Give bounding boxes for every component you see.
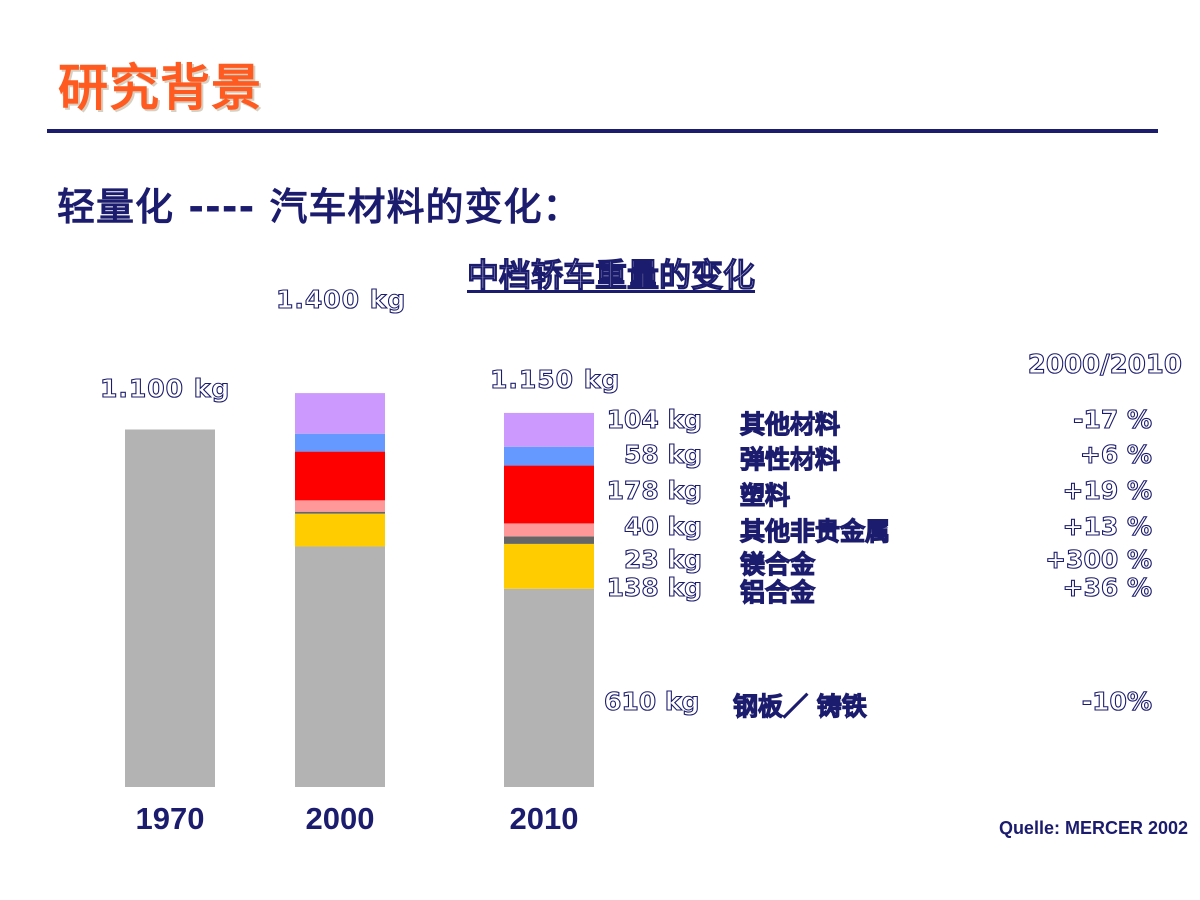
- bar-segment-others-2010: [504, 412, 594, 447]
- change-label-magnesium: +300 %: [1045, 544, 1153, 574]
- kg-label-plastics: 178 kg: [606, 475, 703, 505]
- chart-title: 中档轿车重量的变化: [466, 255, 756, 294]
- kg-label-elastomers: 58 kg: [623, 439, 702, 469]
- total-label-2000: 1.400 kg: [275, 284, 407, 314]
- material-label-elastomers: 弹性材料: [739, 444, 841, 474]
- bar-segment-aluminium-2010: [504, 543, 594, 589]
- bar-segment-steel-1970: [125, 429, 215, 787]
- change-label-elastomers: +6 %: [1079, 439, 1152, 469]
- material-label-magnesium: 镁合金: [739, 549, 816, 579]
- source-note: Quelle: MERCER 2002: [998, 818, 1188, 838]
- bar-segment-elastomers-2010: [504, 446, 594, 466]
- material-label-others: 其他材料: [739, 409, 841, 439]
- material-label-plastics: 塑料: [739, 480, 791, 510]
- x-tick-2010: 2010: [509, 801, 579, 836]
- bar-segment-magnesium-2000: [295, 511, 385, 514]
- title-divider: [47, 129, 1158, 133]
- kg-label-aluminium: 138 kg: [606, 572, 703, 602]
- kg-label-magnesium: 23 kg: [623, 544, 702, 574]
- bar-segment-steel-2010: [504, 588, 594, 787]
- page-title: 研究背景: [58, 59, 262, 117]
- bar-segment-nonferrous-2000: [295, 500, 385, 512]
- page-subtitle: 轻量化 ---- 汽车材料的变化：: [57, 185, 582, 229]
- total-label-1970: 1.100 kg: [99, 373, 231, 403]
- kg-label-nonferrous: 40 kg: [623, 511, 702, 541]
- bar-segment-others-2000: [295, 393, 385, 434]
- change-label-steel: -10%: [1081, 686, 1152, 716]
- kg-label-others: 104 kg: [606, 404, 703, 434]
- bar-segment-aluminium-2000: [295, 513, 385, 547]
- bar-segment-plastics-2010: [504, 465, 594, 524]
- change-label-aluminium: +36 %: [1062, 572, 1153, 602]
- change-label-plastics: +19 %: [1062, 475, 1153, 505]
- x-tick-1970: 1970: [135, 801, 205, 836]
- comparison-header: 2000/2010: [1027, 349, 1182, 380]
- total-label-2010: 1.150 kg: [489, 364, 621, 394]
- change-label-nonferrous: +13 %: [1062, 511, 1153, 541]
- bar-segment-magnesium-2010: [504, 536, 594, 544]
- bar-segment-elastomers-2000: [295, 433, 385, 452]
- material-label-nonferrous: 其他非贵金属: [739, 516, 891, 546]
- x-tick-2000: 2000: [305, 801, 375, 836]
- material-label-steel: 钢板／ 铸铁: [732, 691, 867, 721]
- bar-segment-nonferrous-2010: [504, 523, 594, 537]
- kg-label-steel: 610 kg: [603, 686, 700, 716]
- material-label-aluminium: 铝合金: [739, 577, 816, 607]
- change-label-others: -17 %: [1073, 404, 1153, 434]
- bar-segment-steel-2000: [295, 546, 385, 787]
- bar-segment-plastics-2000: [295, 451, 385, 501]
